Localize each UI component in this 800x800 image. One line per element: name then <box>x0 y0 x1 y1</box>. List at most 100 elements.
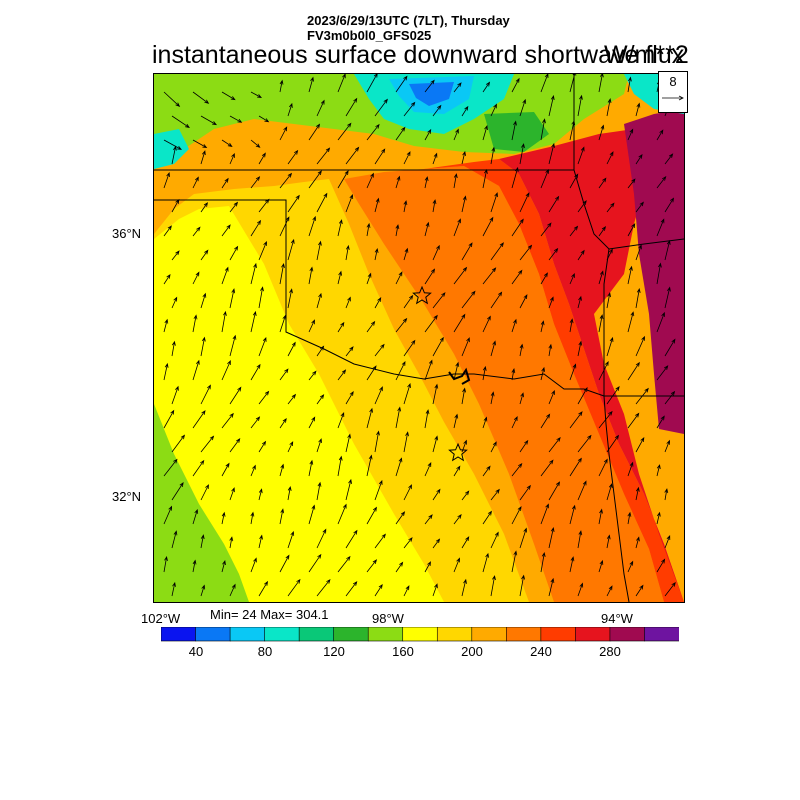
wind-arrow <box>519 294 528 309</box>
wind-arrow <box>598 559 604 573</box>
wind-arrow <box>511 318 517 333</box>
wind-arrow <box>345 581 358 597</box>
wind-arrow <box>258 390 270 405</box>
wind-arrow <box>656 558 666 573</box>
wind-arrow <box>171 482 184 501</box>
wind-arrow <box>577 582 584 597</box>
wind-arrow <box>192 508 199 525</box>
wind-arrow <box>171 145 177 165</box>
wind-arrow <box>569 504 576 525</box>
wind-arrow <box>664 439 670 453</box>
wind-arrow <box>258 534 263 549</box>
wind-vectors <box>163 74 676 597</box>
wind-arrow <box>656 262 662 285</box>
wind-arrow <box>200 115 218 126</box>
wind-arrow <box>279 508 285 525</box>
wind-arrow <box>519 574 525 597</box>
wind-arrow <box>279 463 285 477</box>
wind-arrow <box>511 269 523 285</box>
wind-arrow <box>171 296 178 309</box>
wind-arrow <box>548 247 559 261</box>
wind-arrow <box>316 240 322 261</box>
wind-arrow <box>163 91 181 108</box>
wind-arrow <box>308 416 316 429</box>
wind-arrow <box>171 385 179 405</box>
wind-arrow <box>287 238 295 261</box>
wind-arrow <box>171 434 185 453</box>
wind-arrow <box>200 435 215 453</box>
wind-arrow <box>432 244 440 261</box>
wind-arrow <box>366 123 380 141</box>
reference-vector-box: 8 <box>658 71 688 113</box>
wind-arrow <box>627 461 634 477</box>
wind-arrow <box>279 126 288 141</box>
wind-arrow <box>453 465 461 477</box>
wind-arrow <box>395 126 406 141</box>
wind-arrow <box>395 406 402 429</box>
wind-arrow <box>606 386 620 405</box>
colorbar-swatch <box>264 627 300 642</box>
wind-arrow <box>395 75 408 93</box>
wind-arrow <box>540 272 548 285</box>
wind-arrow <box>424 221 430 237</box>
wind-arrow <box>627 311 635 333</box>
wind-arrow <box>598 177 607 189</box>
wind-arrow <box>656 129 664 141</box>
wind-arrow <box>229 201 239 213</box>
wind-arrow <box>308 370 317 381</box>
wind-arrow <box>287 578 301 597</box>
wind-arrow <box>171 115 190 128</box>
wind-arrow <box>656 175 667 189</box>
wind-arrow <box>511 218 524 237</box>
wind-arrow <box>250 262 257 285</box>
wind-arrow <box>192 559 197 573</box>
wind-arrow <box>635 486 640 501</box>
colorbar-swatch <box>506 627 542 642</box>
wind-arrow <box>635 584 644 597</box>
wind-arrow <box>403 383 411 405</box>
wind-arrow <box>424 128 432 141</box>
wind-arrow <box>664 239 671 261</box>
wind-arrow <box>200 249 209 261</box>
wind-arrow <box>511 462 523 477</box>
wind-arrow <box>279 263 285 285</box>
wind-arrow <box>424 359 433 381</box>
wind-arrow <box>200 336 206 357</box>
wind-arrow <box>287 288 293 309</box>
wind-arrow <box>403 537 413 549</box>
wind-arrow <box>598 458 608 477</box>
wind-arrow <box>229 334 237 357</box>
colorbar-swatch <box>436 627 473 642</box>
colorbar-swatch <box>540 627 576 642</box>
wind-arrow <box>395 360 406 381</box>
wind-arrow <box>163 409 175 429</box>
wind-arrow <box>345 194 354 213</box>
wind-arrow <box>258 580 269 597</box>
wind-arrow <box>345 391 354 405</box>
wind-arrow <box>540 74 549 93</box>
wind-arrow <box>221 266 229 285</box>
wind-arrow <box>577 200 587 213</box>
wind-arrow <box>337 270 342 285</box>
wind-arrow <box>221 360 231 381</box>
wind-arrow <box>345 97 358 117</box>
wind-arrow <box>656 511 661 525</box>
wind-arrow <box>482 416 488 429</box>
wind-arrow <box>424 268 436 285</box>
wind-arrow <box>569 556 575 573</box>
wind-arrow <box>432 336 444 357</box>
wind-arrow <box>366 365 377 381</box>
wind-arrow <box>403 247 409 261</box>
wind-arrow <box>366 506 377 525</box>
wind-arrow <box>548 195 560 213</box>
wind-arrow <box>403 294 414 309</box>
wind-arrow <box>656 311 665 333</box>
min-max-stats: Min= 24 Max= 304.1 <box>210 607 329 622</box>
wind-arrow <box>548 142 555 165</box>
colorbar-swatch <box>402 627 438 642</box>
wind-arrow <box>192 410 206 429</box>
wind-arrow <box>258 115 270 123</box>
colorbar-label-80: 80 <box>257 644 273 659</box>
wind-arrow <box>345 478 352 501</box>
wind-arrow <box>395 271 403 285</box>
